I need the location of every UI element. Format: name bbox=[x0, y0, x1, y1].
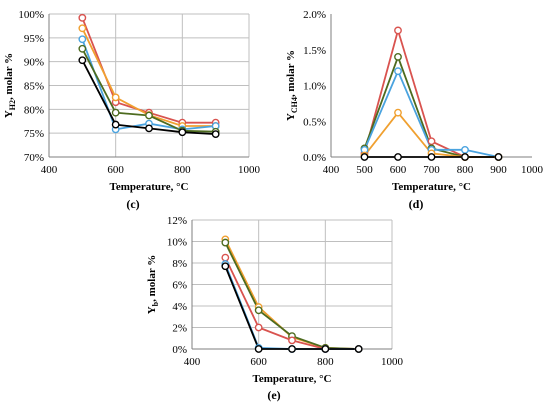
chart-c: 70% 75% 80% 85% 90% 95% 100% 400 600 800 1000 Tempe… bbox=[3, 9, 261, 211]
data-point bbox=[145, 111, 153, 120]
y-tick-label: 1.5% bbox=[303, 45, 326, 57]
y-axis-label-main: Y bbox=[146, 306, 158, 314]
y-axis-label-sub: b bbox=[151, 301, 160, 306]
x-tick-label: 400 bbox=[41, 164, 58, 176]
data-point bbox=[427, 137, 436, 146]
data-point bbox=[354, 345, 363, 353]
data-point bbox=[111, 93, 120, 102]
data-point bbox=[321, 345, 330, 353]
data-point bbox=[78, 56, 87, 65]
data-point bbox=[78, 13, 87, 22]
data-point bbox=[461, 153, 469, 161]
y-axis-label-sub: CH4 bbox=[290, 97, 299, 113]
x-axis-label: Temperature, °C bbox=[253, 373, 332, 385]
x-tick-label: 1000 bbox=[238, 164, 261, 176]
x-axis-label: Temperature, °C bbox=[110, 181, 189, 193]
y-tick-label: 90% bbox=[24, 57, 44, 69]
x-tick-label: 600 bbox=[250, 356, 267, 368]
data-point bbox=[254, 323, 263, 332]
data-point bbox=[394, 67, 402, 76]
data-point bbox=[78, 44, 87, 53]
data-point bbox=[78, 35, 87, 44]
data-point bbox=[427, 153, 436, 161]
y-tick-label: 0.5% bbox=[303, 116, 326, 128]
x-tick-label: 400 bbox=[184, 356, 201, 368]
x-tick-label: 1000 bbox=[381, 356, 404, 368]
data-point bbox=[494, 153, 503, 161]
y-tick-label: 2.0% bbox=[303, 9, 326, 21]
chart-caption: (d) bbox=[409, 197, 424, 211]
y-axis-label: YH2, molar % bbox=[3, 53, 17, 118]
y-tick-label: 2% bbox=[172, 323, 187, 335]
y-axis-label-rest: , molar % bbox=[285, 50, 297, 97]
x-tick-label: 900 bbox=[490, 164, 507, 176]
x-tick-label: 500 bbox=[356, 164, 373, 176]
y-tick-label: 95% bbox=[24, 33, 44, 45]
y-tick-label: 100% bbox=[18, 9, 44, 21]
y-tick-label: 70% bbox=[24, 152, 44, 164]
data-point bbox=[221, 253, 230, 262]
data-point bbox=[288, 345, 296, 353]
data-point bbox=[288, 336, 296, 345]
y-tick-label: 80% bbox=[24, 104, 44, 116]
data-point bbox=[254, 306, 263, 315]
x-tick-label: 1000 bbox=[521, 164, 544, 176]
data-point bbox=[221, 262, 230, 271]
x-tick-label: 600 bbox=[107, 164, 124, 176]
data-point bbox=[461, 145, 469, 154]
x-tick-label: 800 bbox=[317, 356, 334, 368]
chart-caption: (c) bbox=[126, 197, 139, 211]
y-tick-label: 75% bbox=[24, 128, 44, 140]
y-tick-label: 12% bbox=[167, 215, 187, 227]
x-tick-label: 600 bbox=[390, 164, 407, 176]
y-tick-label: 6% bbox=[172, 280, 187, 292]
x-tick-label: 700 bbox=[423, 164, 440, 176]
y-axis-label: Yb, molar % bbox=[146, 255, 160, 315]
chart-caption: (e) bbox=[267, 388, 280, 402]
y-tick-label: 1.0% bbox=[303, 81, 326, 93]
data-point bbox=[211, 130, 220, 139]
data-point bbox=[394, 53, 402, 61]
y-tick-label: 0.0% bbox=[303, 152, 326, 164]
y-axis-label: YCH4, molar % bbox=[285, 50, 299, 121]
y-tick-label: 0% bbox=[172, 344, 187, 356]
data-point bbox=[394, 108, 402, 117]
y-tick-label: 85% bbox=[24, 81, 44, 93]
data-point bbox=[221, 238, 230, 247]
x-tick-label: 800 bbox=[457, 164, 474, 176]
y-tick-label: 10% bbox=[167, 237, 187, 249]
chart-d: 0.0% 0.5% 1.0% 1.5% 2.0% 400 500 600 700 800 900 10… bbox=[285, 9, 544, 211]
chart-e: 0% 2% 4% 6% 8% 10% 12% 400 600 800 1000 Temperature… bbox=[146, 215, 404, 402]
data-point bbox=[394, 26, 402, 35]
y-axis-label-main: Y bbox=[3, 110, 15, 118]
y-axis-label-main: Y bbox=[285, 113, 297, 121]
data-point bbox=[78, 24, 87, 33]
y-axis-label-rest: , molar % bbox=[3, 53, 15, 100]
data-point bbox=[360, 153, 369, 161]
data-point bbox=[394, 153, 402, 161]
data-point bbox=[178, 128, 187, 137]
y-tick-label: 4% bbox=[172, 301, 187, 313]
data-point bbox=[111, 108, 120, 117]
y-tick-label: 8% bbox=[172, 258, 187, 270]
y-axis-label-sub: H2 bbox=[8, 100, 17, 110]
x-axis-label: Temperature, °C bbox=[392, 181, 471, 193]
x-tick-label: 400 bbox=[323, 164, 340, 176]
y-axis-label-rest: , molar % bbox=[146, 255, 158, 302]
data-point bbox=[145, 124, 153, 133]
x-tick-label: 800 bbox=[174, 164, 191, 176]
data-point bbox=[254, 345, 263, 353]
data-point bbox=[111, 120, 120, 129]
